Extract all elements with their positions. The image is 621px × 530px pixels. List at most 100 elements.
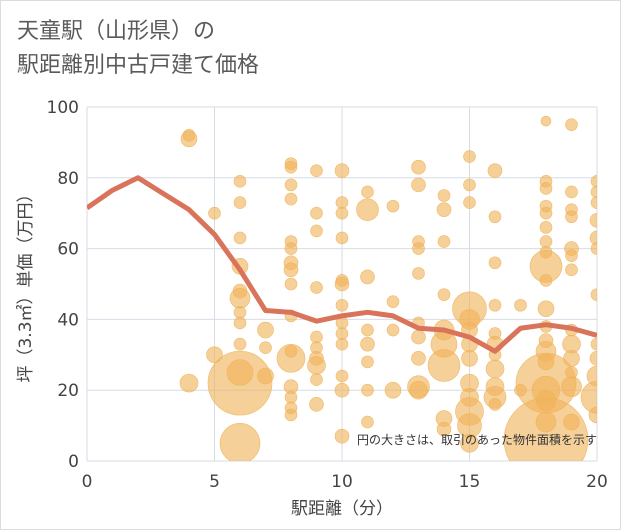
bubble-point [580,380,597,414]
bubble-point [259,341,272,355]
x-tick-label: 0 [82,472,93,492]
bubble-point [563,413,580,431]
bubble-point [310,281,323,294]
bubble-point [361,383,374,397]
bubble-point [310,224,323,238]
y-tick-label: 0 [68,452,79,472]
title-line-2: 駅距離別中古戸建て価格 [17,53,260,78]
bubble-point [335,327,349,340]
bubble-point [540,115,552,127]
bubble-point [386,199,400,213]
bubble-point [427,349,461,382]
bubble-point [284,242,298,255]
y-tick-labels: 0 20 40 60 80 100 [47,98,79,472]
bubble-point [437,189,451,202]
bubble-point [182,129,196,142]
bubble-point [461,350,478,367]
bubble-point [412,242,425,255]
bubble-point [463,196,476,209]
bubble-point [487,163,503,179]
bubble-point [488,298,502,312]
x-tick-label: 5 [209,472,220,492]
bubble-point [539,274,553,287]
bubble-point [310,330,323,344]
bubble-point [284,160,298,174]
bubble-point [589,351,597,366]
bubble-point [283,262,299,278]
bubble-point [539,182,553,195]
bubble-point [233,306,247,319]
bubble-point [411,159,426,175]
bubble-point [233,196,247,209]
bubble-point [437,288,451,301]
bubble-point [539,235,553,248]
bubble-point [361,355,374,369]
bubble-point [539,221,553,234]
bubble-point [436,421,452,437]
bubble-point [485,359,505,379]
bubble-point [284,192,298,206]
bubble-point [360,269,375,285]
x-tick-label: 10 [331,472,353,492]
bubble-point [503,397,589,461]
bubble-point [589,212,597,228]
y-tick-label: 100 [47,98,79,118]
bubble-point [437,235,451,248]
bubble-point [206,346,223,364]
bubble-point [284,277,298,291]
bubble-point [284,178,298,192]
x-tick-label: 20 [586,472,608,492]
bubble-point [335,369,349,383]
bubble-point [586,365,597,387]
bubble-point [411,329,426,345]
y-tick-label: 40 [57,310,79,330]
bubble-point [335,337,349,351]
bubble-point [335,231,349,245]
bubble-point [233,337,247,351]
bubble-point [334,428,350,444]
bubble-point [514,298,527,312]
bubble-point [539,206,553,220]
bubble-point [361,185,374,199]
bubble-point [409,380,428,400]
bubble-point [590,288,597,301]
bubble-point [310,164,323,178]
y-tick-label: 20 [57,381,79,401]
bubble-point [590,196,597,209]
bubble-point [257,321,274,339]
bubble-point [411,351,426,366]
bubble-size-note: 円の大きさは、取引のあった物件面積を示す [357,432,597,447]
bubble-point [412,267,425,280]
bubble-point [460,433,479,453]
bubble-point [284,390,298,404]
bubble-point [537,300,555,318]
bubble-point [488,210,502,224]
bubble-point [284,408,298,422]
bubble-point [590,175,597,188]
bubble-point [335,298,349,312]
bubble-point [335,206,349,220]
bubble-point [233,316,247,330]
bubble-point [565,249,578,262]
x-tick-label: 15 [459,472,481,492]
bubble-point [384,381,402,399]
chart-title: 天童駅（山形県）の駅距離別中古戸建て価格 [17,15,259,83]
title-line-1: 天童駅（山形県）の [17,19,216,44]
bubble-point [233,175,247,188]
y-axis-label: 坪（3.3㎡）単価（万円） [16,185,36,382]
x-tick-labels: 0 5 10 15 20 [82,472,608,492]
bubble-point [589,230,597,246]
bubble-point [488,256,502,270]
average-price-line [87,175,597,354]
bubble-point [590,242,597,255]
x-axis-label: 駅距離（分） [291,499,393,519]
bubble-point [208,206,221,220]
bubble-point [361,323,374,337]
bubble-point [334,276,350,292]
bubble-point [563,350,580,367]
bubble-point [310,206,323,220]
bubble-point [307,356,326,375]
bubble-point [179,373,199,393]
bubble-point [565,210,578,224]
